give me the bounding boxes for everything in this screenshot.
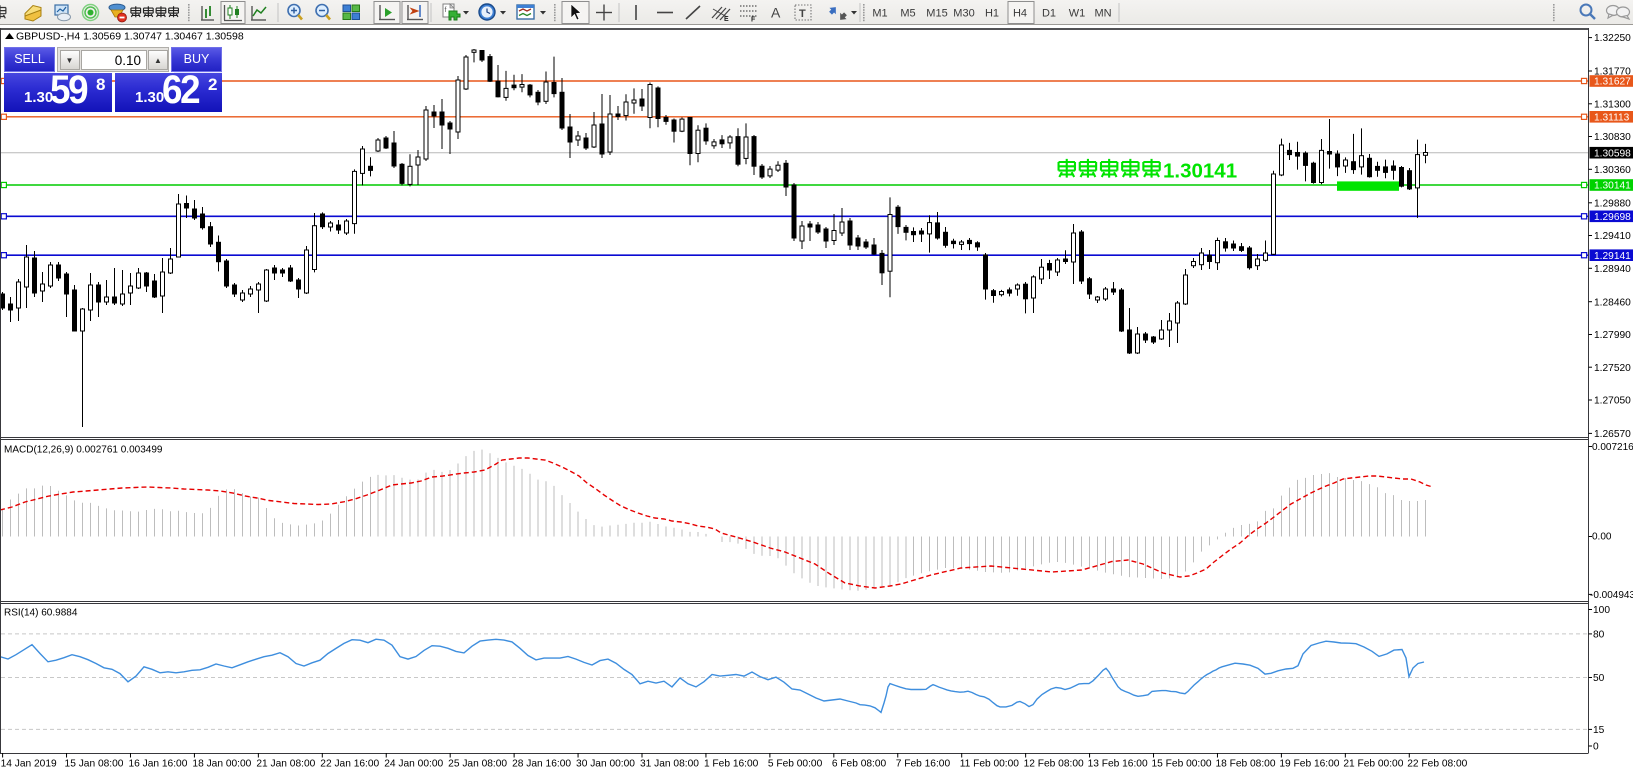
svg-text:MN: MN [1094, 8, 1111, 20]
svg-text:1.29410: 1.29410 [1594, 231, 1631, 242]
svg-text:E: E [724, 16, 729, 23]
svg-text:11 Feb 00:00: 11 Feb 00:00 [960, 759, 1020, 770]
svg-text:M30: M30 [953, 8, 974, 20]
svg-text:21 Feb 00:00: 21 Feb 00:00 [1343, 759, 1403, 770]
svg-text:30 Jan 00:00: 30 Jan 00:00 [576, 759, 635, 770]
svg-text:H1: H1 [985, 8, 999, 20]
svg-text:1.31770: 1.31770 [1594, 67, 1631, 78]
svg-text:H4: H4 [1013, 8, 1027, 20]
svg-text:T: T [799, 8, 806, 20]
svg-text:1.29880: 1.29880 [1594, 198, 1631, 209]
svg-text:-0.004943: -0.004943 [1590, 590, 1633, 601]
svg-text:GBPUSD-,H4 1.30569 1.30747 1.: GBPUSD-,H4 1.30569 1.30747 1.30467 1.305… [16, 31, 244, 43]
svg-text:1.27990: 1.27990 [1594, 330, 1631, 341]
svg-text:1.30141: 1.30141 [1163, 160, 1237, 183]
svg-text:MACD(12,26,9) 0.002761 0.00349: MACD(12,26,9) 0.002761 0.003499 [4, 445, 163, 456]
svg-text:1.30830: 1.30830 [1594, 132, 1631, 143]
svg-text:D1: D1 [1042, 8, 1056, 20]
svg-text:28 Jan 16:00: 28 Jan 16:00 [512, 759, 571, 770]
svg-text:0: 0 [1593, 742, 1599, 753]
svg-text:1.28460: 1.28460 [1594, 297, 1631, 308]
svg-text:22 Jan 16:00: 22 Jan 16:00 [320, 759, 379, 770]
svg-text:18 Feb 08:00: 18 Feb 08:00 [1215, 759, 1275, 770]
svg-text:21 Jan 08:00: 21 Jan 08:00 [256, 759, 315, 770]
svg-text:1.31113: 1.31113 [1594, 112, 1630, 123]
svg-text:1.31300: 1.31300 [1594, 99, 1631, 110]
svg-text:15 Jan 08:00: 15 Jan 08:00 [65, 759, 124, 770]
svg-text:12 Feb 08:00: 12 Feb 08:00 [1024, 759, 1084, 770]
svg-text:1.28940: 1.28940 [1594, 264, 1631, 275]
svg-text:1.26570: 1.26570 [1594, 429, 1631, 440]
svg-text:6 Feb 08:00: 6 Feb 08:00 [832, 759, 887, 770]
svg-text:1.27520: 1.27520 [1594, 363, 1631, 374]
svg-text:0.007216: 0.007216 [1592, 442, 1633, 453]
svg-text:F: F [751, 17, 756, 24]
svg-text:5 Feb 00:00: 5 Feb 00:00 [768, 759, 823, 770]
svg-text:18 Jan 00:00: 18 Jan 00:00 [192, 759, 251, 770]
svg-text:31 Jan 08:00: 31 Jan 08:00 [640, 759, 699, 770]
svg-text:W1: W1 [1069, 8, 1086, 20]
svg-text:1.27050: 1.27050 [1594, 396, 1631, 407]
svg-text:19 Feb 16:00: 19 Feb 16:00 [1279, 759, 1339, 770]
svg-text:M5: M5 [900, 8, 915, 20]
svg-text:M1: M1 [872, 8, 887, 20]
svg-text:1.30598: 1.30598 [1594, 148, 1631, 159]
svg-text:M15: M15 [926, 8, 947, 20]
svg-text:50: 50 [1593, 673, 1605, 684]
svg-text:0.00: 0.00 [1592, 531, 1612, 542]
svg-text:15: 15 [1593, 725, 1605, 736]
svg-text:A: A [771, 5, 781, 21]
svg-text:24 Jan 00:00: 24 Jan 00:00 [384, 759, 443, 770]
svg-text:100: 100 [1593, 605, 1610, 616]
svg-text:16 Jan 16:00: 16 Jan 16:00 [128, 759, 187, 770]
svg-text:25 Jan 08:00: 25 Jan 08:00 [448, 759, 507, 770]
svg-text:1.29141: 1.29141 [1594, 251, 1631, 262]
svg-text:f: f [445, 7, 447, 14]
svg-text:1 Feb 16:00: 1 Feb 16:00 [704, 759, 759, 770]
svg-text:RSI(14) 60.9884: RSI(14) 60.9884 [4, 608, 78, 619]
svg-text:7 Feb 16:00: 7 Feb 16:00 [896, 759, 951, 770]
svg-text:14 Jan 2019: 14 Jan 2019 [1, 759, 57, 770]
svg-text:1.30360: 1.30360 [1594, 165, 1631, 176]
svg-text:1.31627: 1.31627 [1594, 77, 1631, 88]
svg-text:1.32250: 1.32250 [1594, 33, 1631, 44]
svg-text:22 Feb 08:00: 22 Feb 08:00 [1407, 759, 1467, 770]
svg-text:80: 80 [1593, 630, 1605, 641]
svg-text:1.29698: 1.29698 [1594, 212, 1631, 223]
svg-text:13 Feb 16:00: 13 Feb 16:00 [1088, 759, 1148, 770]
svg-text:15 Feb 00:00: 15 Feb 00:00 [1152, 759, 1212, 770]
svg-text:1.30141: 1.30141 [1594, 181, 1631, 192]
